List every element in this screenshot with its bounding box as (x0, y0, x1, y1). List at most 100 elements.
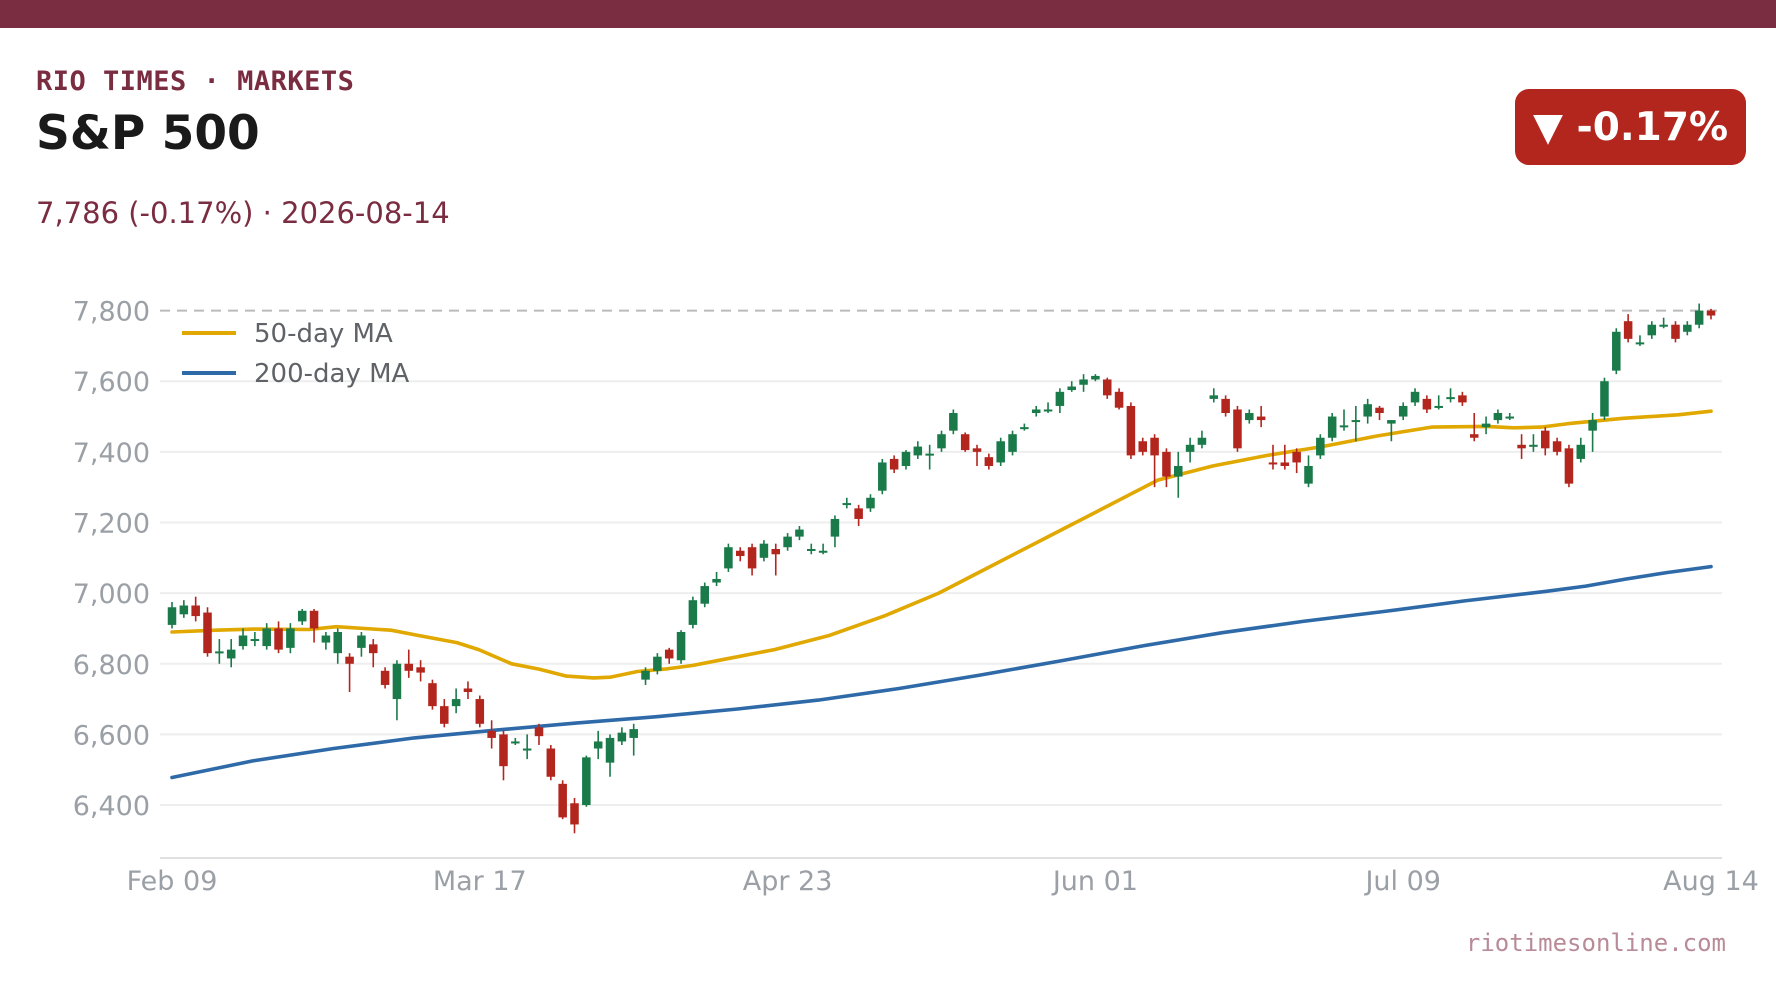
candle-down (1422, 395, 1432, 414)
candle-up (1008, 430, 1017, 456)
candle-up (1020, 423, 1029, 431)
candle-up (617, 727, 627, 745)
candle-down (972, 444, 982, 466)
candle-up (1091, 374, 1100, 382)
candle-body (913, 446, 923, 456)
candle-body (629, 729, 638, 738)
candle-body (167, 607, 177, 625)
candle-body (215, 651, 224, 654)
candle-body (286, 628, 295, 648)
candle-up (1174, 451, 1183, 498)
candle-body (570, 803, 579, 825)
candle-body (1635, 342, 1645, 345)
candle-body (1067, 386, 1076, 391)
candle-up (688, 596, 698, 629)
candle-body (1363, 404, 1372, 417)
candle-up (996, 437, 1005, 466)
candle-body (1600, 381, 1609, 417)
candle-body (1706, 310, 1716, 316)
candle-body (582, 757, 591, 806)
x-axis: Feb 09 Mar 17 Apr 23 Jun 01 Jul 09 Aug 14 (127, 857, 1759, 897)
candle-up (724, 543, 733, 572)
candle-body (1043, 409, 1053, 412)
candle-body (463, 688, 473, 693)
candle-body (700, 586, 709, 604)
candle-body (309, 610, 319, 629)
candle-body (1126, 405, 1136, 456)
candle-up (901, 450, 911, 470)
candle-body (1529, 444, 1538, 447)
candle-down (428, 679, 437, 710)
y-tick-label: 7,800 (73, 297, 150, 328)
candle-down (380, 667, 390, 689)
candle-up (653, 653, 662, 675)
candle-down (558, 780, 567, 820)
candle-body (357, 635, 366, 648)
candle-up (1327, 413, 1337, 442)
candle-body (1233, 409, 1242, 449)
candle-up (1387, 420, 1396, 442)
candle-body (1162, 451, 1171, 477)
candle-body (889, 458, 899, 470)
candle-body (866, 497, 875, 509)
candle-body (1422, 398, 1432, 410)
candle-down (1517, 434, 1526, 459)
page-title: S&P 500 (36, 106, 260, 161)
candle-up (759, 540, 769, 562)
candle-up (1304, 455, 1313, 488)
candle-up (167, 601, 177, 629)
candle-up (522, 734, 532, 760)
candle-up (700, 582, 709, 608)
candle-up (451, 688, 461, 714)
candle-body (1316, 437, 1325, 456)
candle-body (522, 748, 532, 751)
candle-up (1612, 328, 1621, 375)
candle-up (1031, 405, 1041, 417)
candle-down (1233, 405, 1242, 452)
candle-body (1410, 391, 1420, 403)
candle-body (1209, 395, 1219, 399)
candle-up (878, 458, 887, 495)
x-tick-label: Feb 09 (127, 866, 218, 897)
candle-up (1055, 388, 1065, 414)
candle-down (1292, 448, 1301, 474)
candle-body (830, 518, 840, 537)
candle-up (783, 533, 792, 551)
y-axis: 6,400 6,600 6,800 7,000 7,200 7,400 7,600 7,800 (73, 297, 150, 822)
candle-body (546, 748, 556, 777)
candle-down (984, 453, 994, 470)
candle-down (1114, 388, 1124, 410)
candle-body (1683, 324, 1692, 332)
candle-up (807, 543, 816, 555)
candle-up (262, 623, 271, 650)
candle-up (913, 441, 923, 459)
candle-up (1398, 402, 1408, 421)
candle-body (854, 508, 863, 519)
candle-up (937, 430, 946, 452)
candle-body (1138, 441, 1148, 452)
y-tick-label: 7,600 (73, 367, 150, 398)
candle-body (1245, 413, 1254, 421)
candle-up (1576, 437, 1586, 463)
candle-body (1292, 451, 1301, 463)
candle-body (1517, 444, 1526, 449)
candle-body (345, 656, 354, 664)
candle-down (1623, 314, 1633, 343)
candle-up (1647, 321, 1657, 339)
candle-body (404, 663, 414, 671)
candle-up (297, 609, 307, 625)
candle-body (1268, 462, 1278, 465)
candle-down (747, 543, 757, 576)
candle-down (463, 681, 473, 700)
candle-up (1434, 395, 1443, 410)
candle-up (1043, 402, 1053, 414)
candle-body (617, 732, 627, 742)
candle-body (747, 547, 757, 569)
candle-down (475, 695, 485, 728)
candle-up (1600, 377, 1609, 421)
candle-body (605, 737, 615, 763)
candle-down (1162, 448, 1171, 488)
candle-down (1280, 444, 1290, 470)
candle-body (380, 670, 390, 685)
